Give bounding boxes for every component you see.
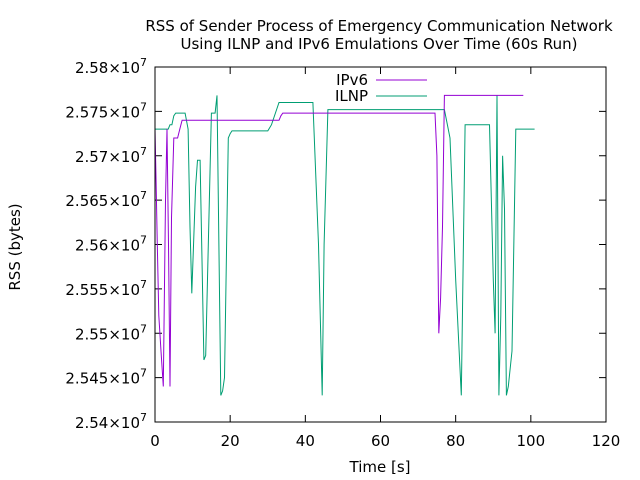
y-tick-label: 2.555×107 bbox=[65, 278, 147, 299]
x-axis-ticks: 0 20 40 60 80 100 120 bbox=[150, 67, 620, 450]
x-tick-label: 100 bbox=[517, 432, 546, 450]
chart-title-line-1: RSS of Sender Process of Emergency Commu… bbox=[145, 17, 613, 35]
y-axis-label: RSS (bytes) bbox=[6, 203, 24, 290]
x-tick-label: 20 bbox=[221, 432, 240, 450]
x-tick-label: 120 bbox=[592, 432, 621, 450]
plot-frame bbox=[154, 66, 607, 423]
x-tick-label: 80 bbox=[446, 432, 465, 450]
y-tick-label: 2.56×107 bbox=[75, 234, 147, 255]
legend-label-ipv6: IPv6 bbox=[336, 71, 368, 89]
chart-title-line-2: Using ILNP and IPv6 Emulations Over Time… bbox=[181, 35, 578, 53]
legend-label-ilnp: ILNP bbox=[335, 87, 368, 105]
y-tick-label: 2.58×107 bbox=[75, 56, 147, 77]
y-tick-label: 2.54×107 bbox=[75, 411, 147, 432]
y-tick-label: 2.57×107 bbox=[75, 145, 147, 166]
y-axis-ticks: 2.54×107 2.545×107 2.55×107 2.555×107 2.56×1… bbox=[65, 56, 606, 432]
x-tick-label: 40 bbox=[296, 432, 315, 450]
y-tick-label: 2.565×107 bbox=[65, 189, 147, 210]
series-line-ilnp bbox=[155, 95, 535, 396]
x-tick-label: 60 bbox=[371, 432, 390, 450]
y-tick-label: 2.55×107 bbox=[75, 322, 147, 343]
x-tick-label: 0 bbox=[150, 432, 160, 450]
y-tick-label: 2.575×107 bbox=[65, 100, 147, 121]
x-axis-label: Time [s] bbox=[349, 458, 411, 476]
series-layer bbox=[154, 94, 535, 396]
y-tick-label: 2.545×107 bbox=[65, 367, 147, 388]
series-line-ipv6 bbox=[154, 94, 524, 387]
